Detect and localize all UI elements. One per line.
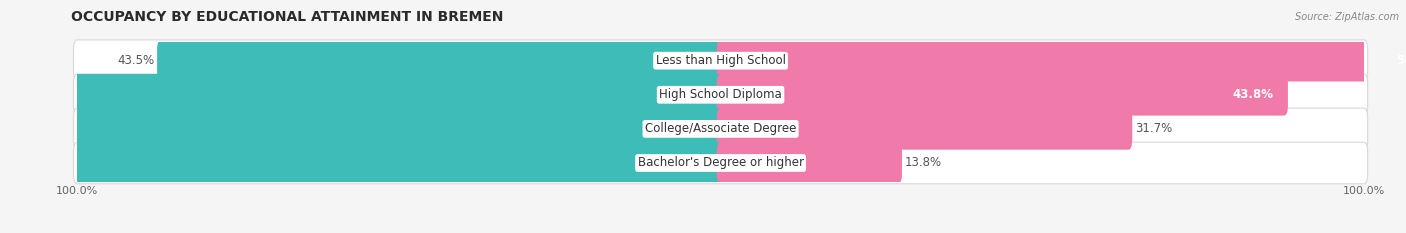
FancyBboxPatch shape — [73, 108, 1368, 150]
FancyBboxPatch shape — [73, 142, 1368, 184]
Text: 56.5%: 56.5% — [1396, 54, 1406, 67]
Text: High School Diploma: High School Diploma — [659, 88, 782, 101]
FancyBboxPatch shape — [0, 74, 724, 116]
Text: Source: ZipAtlas.com: Source: ZipAtlas.com — [1295, 12, 1399, 22]
FancyBboxPatch shape — [73, 74, 1368, 116]
Text: 43.5%: 43.5% — [117, 54, 155, 67]
FancyBboxPatch shape — [717, 74, 1288, 116]
Text: 13.8%: 13.8% — [904, 157, 942, 169]
FancyBboxPatch shape — [0, 108, 724, 150]
FancyBboxPatch shape — [0, 142, 724, 184]
Text: 31.7%: 31.7% — [1135, 122, 1173, 135]
FancyBboxPatch shape — [717, 142, 903, 184]
Text: Less than High School: Less than High School — [655, 54, 786, 67]
FancyBboxPatch shape — [157, 40, 724, 82]
Text: Bachelor's Degree or higher: Bachelor's Degree or higher — [637, 157, 804, 169]
Text: College/Associate Degree: College/Associate Degree — [645, 122, 796, 135]
FancyBboxPatch shape — [717, 40, 1406, 82]
FancyBboxPatch shape — [717, 108, 1132, 150]
Text: 43.8%: 43.8% — [1233, 88, 1274, 101]
Text: OCCUPANCY BY EDUCATIONAL ATTAINMENT IN BREMEN: OCCUPANCY BY EDUCATIONAL ATTAINMENT IN B… — [70, 10, 503, 24]
FancyBboxPatch shape — [73, 40, 1368, 82]
